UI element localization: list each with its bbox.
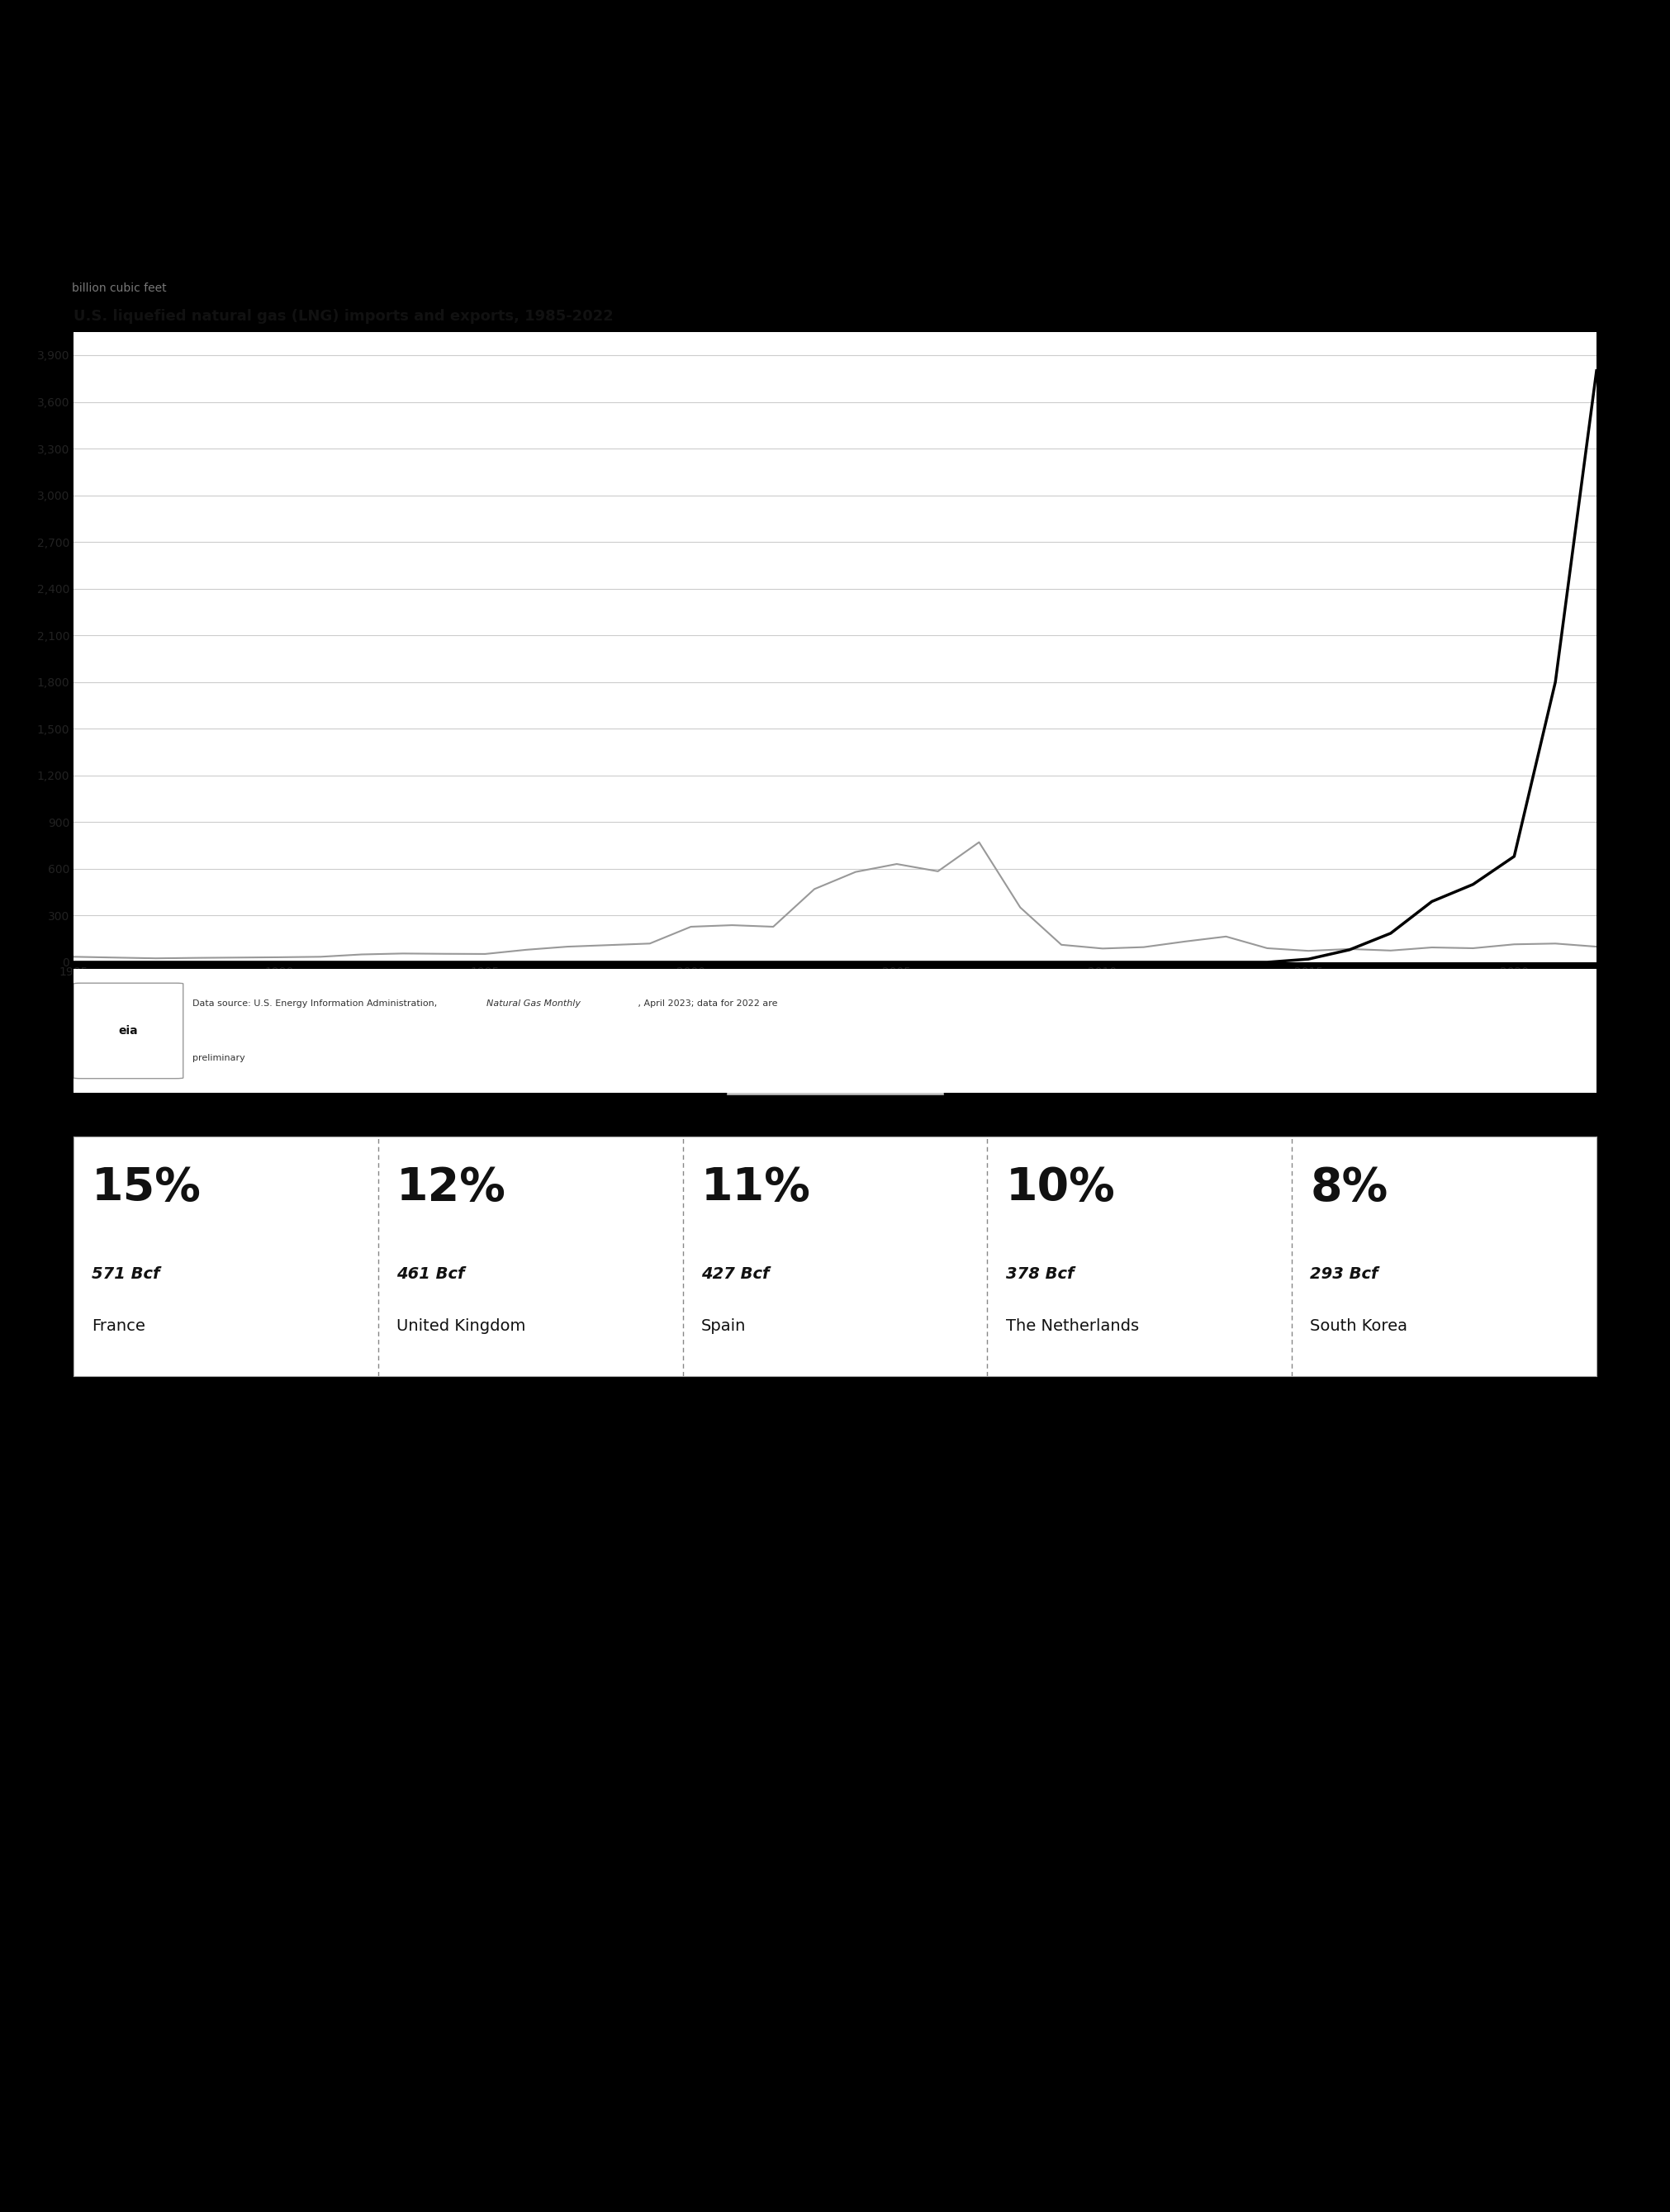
Text: The Netherlands: The Netherlands <box>1005 1318 1139 1334</box>
Text: 378 Bcf: 378 Bcf <box>1005 1265 1074 1281</box>
FancyBboxPatch shape <box>73 982 184 1079</box>
Legend: imports, exports: imports, exports <box>726 1064 944 1095</box>
Text: billion cubic feet: billion cubic feet <box>72 283 167 294</box>
Text: South Korea: South Korea <box>1311 1318 1408 1334</box>
Text: 15%: 15% <box>92 1166 202 1210</box>
Text: U.S. liquefied natural gas (LNG) imports and exports, 1985-2022: U.S. liquefied natural gas (LNG) imports… <box>73 310 613 323</box>
Text: 427 Bcf: 427 Bcf <box>701 1265 770 1281</box>
Text: preliminary: preliminary <box>192 1053 245 1062</box>
Text: 12%: 12% <box>396 1166 506 1210</box>
Text: , April 2023; data for 2022 are: , April 2023; data for 2022 are <box>636 1000 778 1009</box>
Text: 8%: 8% <box>1311 1166 1388 1210</box>
Text: eia: eia <box>119 1024 139 1037</box>
Text: 293 Bcf: 293 Bcf <box>1311 1265 1378 1281</box>
Text: Natural Gas Monthly: Natural Gas Monthly <box>486 1000 581 1009</box>
Text: United Kingdom: United Kingdom <box>396 1318 526 1334</box>
Text: Data source: U.S. Energy Information Administration,: Data source: U.S. Energy Information Adm… <box>192 1000 439 1009</box>
Text: 461 Bcf: 461 Bcf <box>396 1265 464 1281</box>
Text: Spain: Spain <box>701 1318 746 1334</box>
Text: 10%: 10% <box>1005 1166 1116 1210</box>
Text: 11%: 11% <box>701 1166 810 1210</box>
Text: France: France <box>92 1318 145 1334</box>
Text: 571 Bcf: 571 Bcf <box>92 1265 160 1281</box>
